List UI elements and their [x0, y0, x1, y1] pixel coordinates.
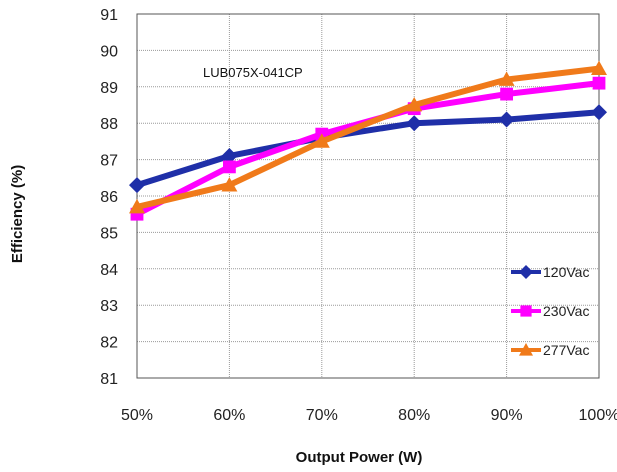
series-230vac	[130, 76, 606, 221]
data-point	[221, 177, 238, 192]
series-line	[134, 80, 602, 218]
series-layer	[129, 60, 607, 221]
series-120vac	[129, 104, 607, 194]
y-axis-title: Efficiency (%)	[9, 165, 26, 263]
data-point	[313, 133, 330, 148]
legend-swatch-marker	[519, 343, 533, 356]
model-annotation: LUB075X-041CP	[203, 65, 303, 80]
data-point	[591, 104, 607, 121]
legend-item: 120Vac	[511, 264, 589, 280]
y-tick-label: 84	[100, 262, 118, 279]
data-point	[129, 198, 145, 214]
data-point	[221, 147, 238, 164]
legend-label: 230Vac	[543, 303, 589, 319]
data-point	[223, 160, 236, 174]
y-tick-label: 88	[100, 116, 118, 133]
x-tick-label: 90%	[491, 407, 523, 424]
y-tick-label: 82	[100, 335, 118, 352]
series-277vac	[129, 60, 607, 214]
y-tick-labels: 81 82 83 84 85 86 87 88 89 90 91	[100, 7, 118, 388]
data-point	[592, 76, 606, 90]
legend-swatch-marker	[520, 305, 532, 317]
x-tick-label: 60%	[213, 407, 245, 424]
series-line	[134, 109, 602, 189]
legend-swatch-marker	[519, 265, 533, 279]
data-point	[498, 111, 515, 128]
x-tick-label: 70%	[306, 407, 338, 424]
legend-item: 277Vac	[511, 342, 589, 358]
y-tick-label: 81	[100, 371, 118, 388]
y-tick-label: 90	[100, 43, 118, 60]
legend-label: 277Vac	[543, 342, 589, 358]
x-tick-label: 80%	[398, 407, 430, 424]
y-tick-label: 83	[100, 298, 118, 315]
y-tick-label: 86	[100, 189, 118, 206]
x-tick-label: 50%	[121, 407, 153, 424]
series-line	[134, 65, 602, 210]
data-point	[500, 87, 513, 101]
legend-item: 230Vac	[511, 303, 589, 319]
data-point	[591, 60, 607, 75]
plot-area	[136, 13, 600, 379]
x-axis-title: Output Power (W)	[296, 449, 423, 466]
data-point	[129, 177, 145, 194]
y-tick-label: 91	[100, 7, 118, 24]
y-tick-label: 85	[100, 225, 118, 242]
y-tick-label: 89	[100, 80, 118, 97]
data-point	[498, 71, 515, 86]
legend-label: 120Vac	[543, 264, 589, 280]
x-tick-label: 100%	[579, 407, 617, 424]
data-point	[406, 97, 423, 112]
y-tick-label: 87	[100, 153, 118, 170]
x-tick-labels: 50% 60% 70% 80% 90% 100%	[121, 407, 617, 424]
legend: 120Vac 230Vac 277Vac	[511, 264, 589, 358]
data-point	[406, 115, 423, 132]
